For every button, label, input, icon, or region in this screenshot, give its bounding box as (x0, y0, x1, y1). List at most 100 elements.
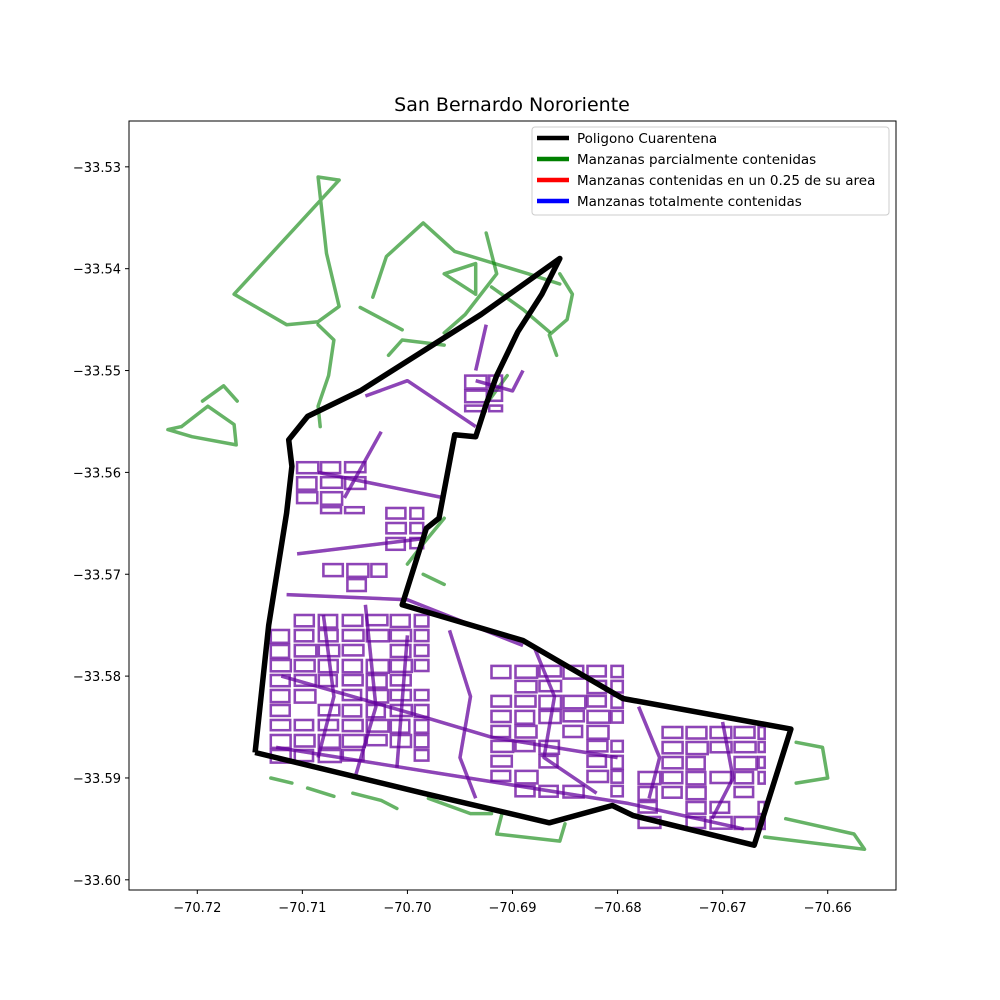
x-tick-label: −70.71 (278, 901, 326, 916)
block-full (586, 694, 608, 708)
block-25pct-outline-11 (710, 721, 735, 820)
block-full (293, 718, 315, 732)
block-25pct-outline-0 (275, 745, 745, 831)
block-full (269, 658, 293, 673)
block-25pct (733, 755, 758, 771)
block-25pct (317, 613, 339, 629)
block-25pct (317, 733, 342, 749)
block-full-outline-10 (636, 706, 662, 799)
block-25pct (685, 725, 708, 740)
x-axis: −70.72 −70.71 −70.70 −70.69 −70.68 −70.67 −70.… (173, 890, 852, 916)
legend-label: Poligono Cuarentena (577, 131, 717, 147)
block-25pct (685, 755, 706, 771)
block-25pct (365, 673, 388, 689)
block-full (685, 755, 706, 771)
block-25pct (413, 748, 430, 762)
block-25pct-outline-8 (473, 324, 488, 371)
block-25pct (343, 505, 365, 515)
block-25pct (295, 490, 319, 505)
block-full (685, 725, 708, 740)
x-tick-label: −70.66 (804, 901, 852, 916)
block-full-outline-1 (280, 674, 618, 760)
block-full (538, 754, 559, 769)
legend-label: Manzanas contenidas en un 0.25 de su are… (577, 173, 875, 189)
y-tick-label: −33.54 (73, 263, 121, 278)
partial-block-3 (442, 231, 499, 335)
block-full (490, 769, 512, 783)
block-25pct (709, 740, 733, 754)
block-25pct (413, 733, 430, 749)
block-full-outline-5 (342, 430, 383, 499)
block-25pct (295, 460, 320, 475)
block-25pct-outline-6 (364, 378, 477, 429)
block-full (610, 739, 625, 753)
block-25pct (317, 673, 339, 688)
y-tick-label: −33.60 (73, 874, 121, 889)
block-25pct (319, 460, 342, 475)
map-data-layer (166, 175, 867, 852)
block-25pct (269, 718, 292, 732)
block-full (346, 562, 370, 579)
block-full-outline-4 (317, 470, 445, 500)
y-tick-label: −33.57 (73, 568, 121, 583)
block-25pct-outline-15 (395, 635, 410, 768)
block-region-3 (295, 460, 367, 515)
block-full (269, 628, 291, 645)
block-25pct (341, 703, 363, 718)
block-full (413, 658, 430, 673)
block-full (757, 770, 766, 785)
block-25pct (413, 718, 430, 734)
block-full (319, 490, 344, 506)
block-full (490, 664, 512, 680)
block-25pct (637, 770, 662, 786)
block-full (514, 769, 539, 785)
y-tick-label: −33.53 (73, 161, 121, 176)
block-full (346, 577, 368, 593)
block-full (685, 785, 707, 801)
block-full (341, 673, 364, 687)
block-full (293, 688, 317, 704)
block-full (562, 724, 584, 739)
block-full (733, 785, 755, 799)
block-25pct (293, 628, 315, 643)
block-full (661, 770, 684, 785)
block-full (317, 673, 339, 688)
block-full (514, 679, 538, 694)
block-full (490, 709, 512, 724)
block-25pct (610, 709, 625, 724)
block-full (293, 658, 316, 673)
block-25pct (490, 709, 512, 724)
block-full (389, 643, 412, 659)
block-full (661, 725, 684, 740)
block-25pct-outline-5 (342, 430, 383, 499)
block-full (538, 679, 563, 693)
block-full (637, 785, 658, 802)
block-25pct (490, 769, 512, 783)
block-25pct (562, 709, 586, 723)
block-25pct (389, 613, 411, 629)
block-full (409, 506, 425, 521)
block-25pct (370, 562, 388, 578)
block-full (661, 740, 684, 755)
block-full (709, 740, 733, 754)
block-full (685, 770, 707, 786)
block-25pct (413, 613, 430, 628)
block-full (562, 709, 586, 723)
block-region-6 (322, 562, 388, 593)
block-25pct (586, 769, 610, 784)
block-25pct (293, 748, 315, 763)
block-25pct (637, 785, 658, 802)
block-25pct (757, 740, 766, 754)
block-25pct (365, 718, 390, 733)
x-tick-label: −70.68 (594, 901, 642, 916)
block-full (341, 613, 364, 628)
block-25pct (409, 521, 425, 535)
block-full (295, 490, 319, 505)
block-25pct (586, 739, 609, 753)
block-full (562, 694, 587, 710)
block-full (295, 475, 318, 491)
block-25pct (490, 664, 512, 680)
block-full (319, 460, 342, 475)
partial-block-8 (166, 404, 238, 447)
block-full (385, 506, 407, 520)
